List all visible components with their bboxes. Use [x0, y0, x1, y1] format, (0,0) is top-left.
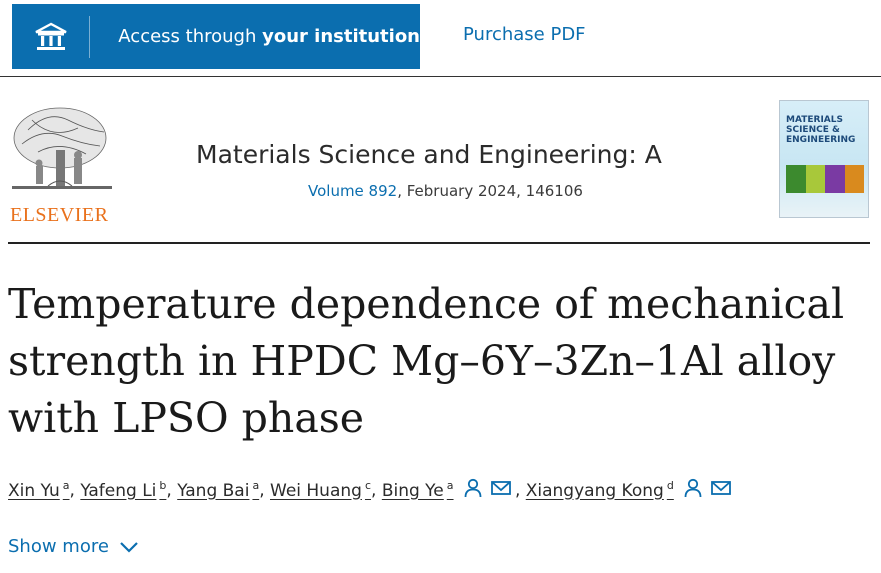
affiliation-mark: a — [252, 478, 260, 492]
author-name: Bing Ye — [381, 480, 444, 501]
author-link[interactable]: Yang Bai a — [177, 478, 260, 501]
affiliation-mark: c — [364, 478, 372, 492]
affiliation-mark: a — [62, 478, 70, 492]
issue-details: , February 2024, 146106 — [397, 182, 583, 200]
affiliation-mark: d — [666, 478, 674, 492]
cover-thumb — [786, 165, 806, 193]
volume-link[interactable]: Volume 892 — [308, 182, 398, 200]
author-name: Wei Huang — [270, 480, 362, 501]
institution-icon — [12, 15, 91, 58]
envelope-icon[interactable] — [491, 480, 511, 501]
article-title-line: with LPSO phase — [8, 394, 365, 442]
author-name: Yafeng Li — [80, 480, 157, 501]
cover-thumb — [805, 165, 825, 193]
author-list: Xin Yu a, Yafeng Li b, Yang Bai a, Wei Huan… — [8, 478, 878, 503]
author-name: Yang Bai — [177, 480, 250, 501]
author-link[interactable]: Xiangyang Kong d — [525, 478, 674, 501]
purchase-pdf-link[interactable]: Purchase PDF — [463, 24, 586, 45]
show-more-label: Show more — [8, 536, 109, 557]
journal-header: ELSEVIER Materials Science and Engineeri… — [8, 96, 870, 244]
envelope-icon[interactable] — [711, 480, 732, 501]
access-institution-button[interactable]: Access through your institution — [12, 4, 420, 69]
journal-cover-image[interactable]: MATERIALS SCIENCE & ENGINEERING — [779, 100, 869, 218]
top-bar: Access through your institution Purchase… — [0, 0, 881, 77]
cover-thumb — [825, 165, 845, 193]
author-name: Xiangyang Kong — [525, 480, 664, 501]
cover-title: MATERIALS SCIENCE & ENGINEERING — [786, 115, 855, 145]
access-prefix: Access through — [118, 26, 263, 47]
journal-title-link[interactable]: Materials Science and Engineering: A — [196, 140, 662, 169]
author-link[interactable]: Yafeng Li b — [80, 478, 167, 501]
cover-title-line: MATERIALS — [786, 115, 843, 125]
chevron-down-icon — [120, 541, 138, 553]
cover-title-line: ENGINEERING — [786, 135, 856, 145]
article-title-line: strength in HPDC Mg–6Y–3Zn–1Al alloy — [8, 337, 836, 385]
affiliation-mark: b — [159, 478, 167, 492]
elsevier-tree-logo[interactable]: ELSEVIER — [8, 100, 118, 226]
author-link[interactable]: Xin Yu a — [8, 478, 70, 501]
elsevier-wordmark: ELSEVIER — [10, 204, 109, 226]
author-link[interactable]: Bing Ye a — [381, 478, 454, 501]
access-bold: your institution — [262, 26, 420, 47]
person-icon[interactable] — [463, 478, 483, 503]
author-link[interactable]: Wei Huang c — [270, 478, 372, 501]
affiliation-mark: a — [446, 478, 454, 492]
person-icon[interactable] — [683, 478, 703, 503]
cover-thumb — [844, 165, 864, 193]
cover-thumbnails — [786, 165, 864, 193]
article-title: Temperature dependence of mechanical str… — [8, 276, 868, 447]
article-title-line: Temperature dependence of mechanical — [8, 280, 845, 328]
access-button-label: Access through your institution — [90, 26, 420, 47]
journal-issue-info: Volume 892, February 2024, 146106 — [308, 182, 583, 200]
show-more-button[interactable]: Show more — [8, 536, 139, 557]
author-name: Xin Yu — [8, 480, 60, 501]
cover-title-line: SCIENCE & — [786, 125, 840, 135]
